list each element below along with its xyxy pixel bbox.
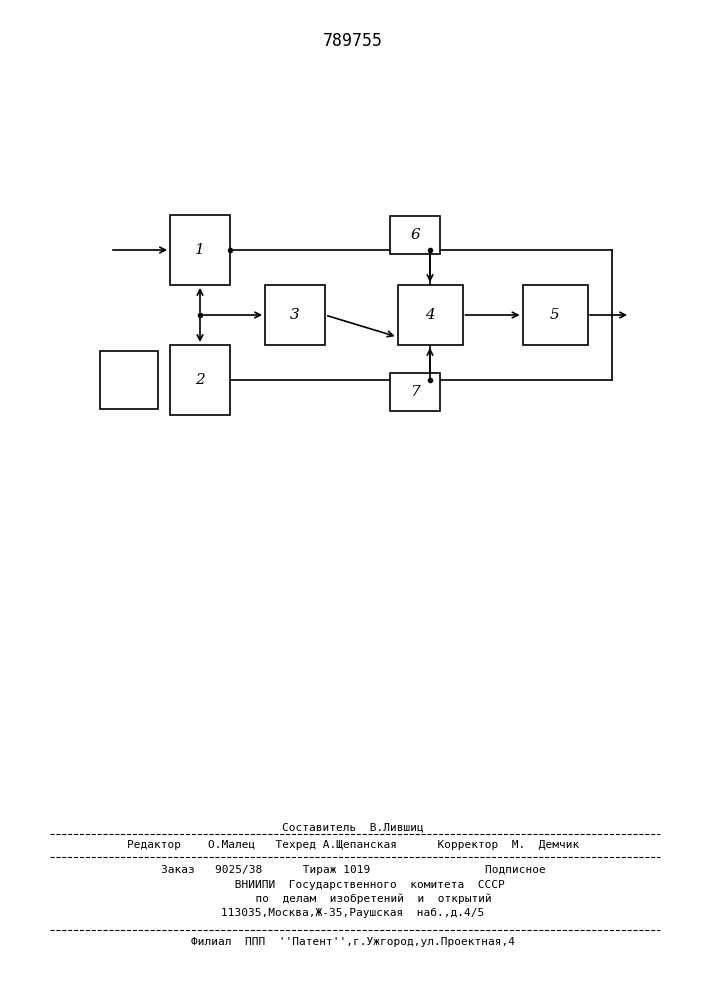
Text: Филиал  ППП  ''Патент'',г.Ужгород,ул.Проектная,4: Филиал ППП ''Патент'',г.Ужгород,ул.Проек… <box>191 937 515 947</box>
Text: 7: 7 <box>410 385 420 399</box>
Bar <box>390 373 440 411</box>
Bar <box>522 285 588 345</box>
Bar <box>170 215 230 285</box>
Bar <box>265 285 325 345</box>
Bar <box>100 351 158 409</box>
Text: Редактор    О.Малец   Техред А.Щепанская      Корректор  М.  Демчик: Редактор О.Малец Техред А.Щепанская Корр… <box>127 840 579 850</box>
Text: 3: 3 <box>290 308 300 322</box>
Text: 1: 1 <box>195 243 205 257</box>
Text: ВНИИПИ  Государственного  комитета  СССР: ВНИИПИ Государственного комитета СССР <box>201 880 505 890</box>
Text: 2: 2 <box>195 373 205 387</box>
Bar <box>390 216 440 254</box>
Text: 5: 5 <box>550 308 560 322</box>
Text: 6: 6 <box>410 228 420 242</box>
Text: 789755: 789755 <box>323 32 383 50</box>
Text: 4: 4 <box>425 308 435 322</box>
Text: 113035,Москва,Ж-35,Раушская  наб.,д.4/5: 113035,Москва,Ж-35,Раушская наб.,д.4/5 <box>221 908 484 918</box>
Text: Заказ   9025/38      Тираж 1019                 Подписное: Заказ 9025/38 Тираж 1019 Подписное <box>160 865 545 875</box>
Text: Составитель  В.Лившиц: Составитель В.Лившиц <box>282 823 424 833</box>
Text: по  делам  изобретений  и  открытий: по делам изобретений и открытий <box>215 894 491 904</box>
Bar <box>170 345 230 415</box>
Bar <box>397 285 462 345</box>
